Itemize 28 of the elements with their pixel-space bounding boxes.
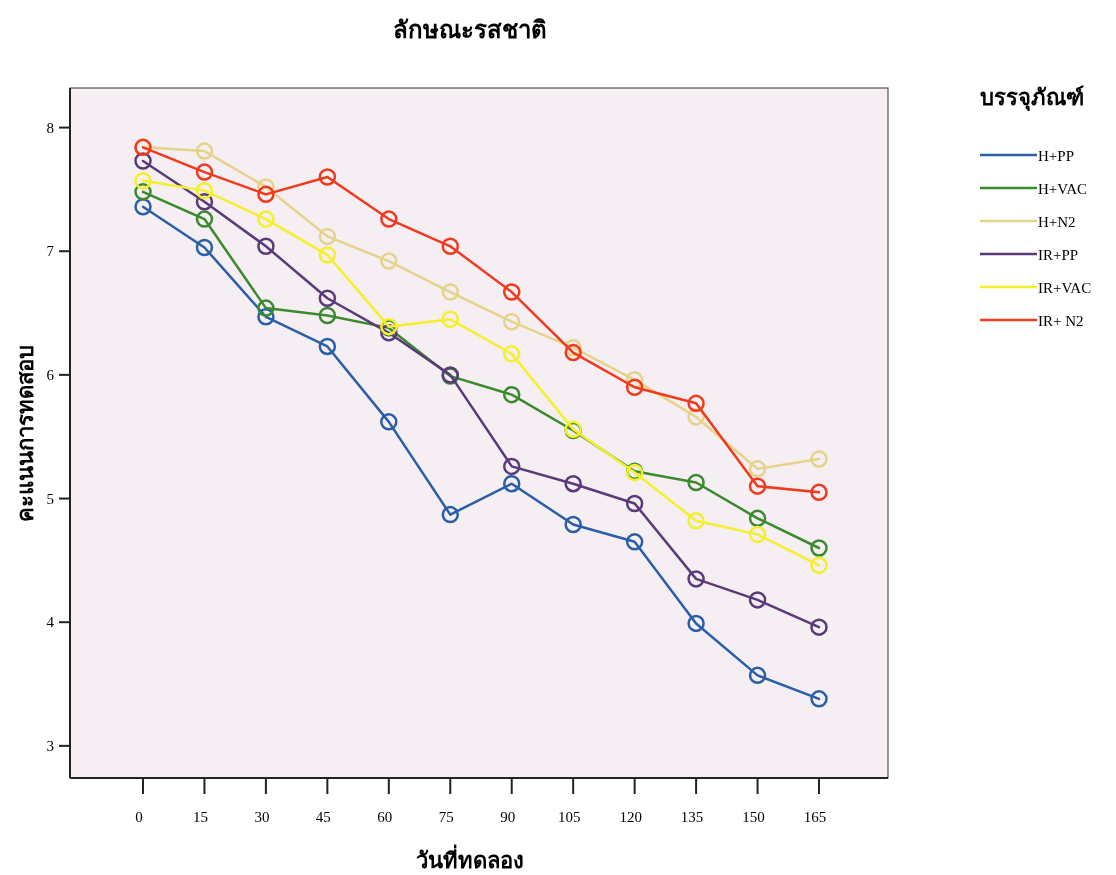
x-tick-label: 165 [803, 809, 827, 825]
y-tick-label: 6 [46, 366, 55, 383]
legend-label: IR+ N2 [1038, 313, 1084, 329]
x-tick-label: 135 [680, 809, 704, 825]
legend-title: บรรจุภัณฑ์ [980, 85, 1084, 112]
legend-label: H+PP [1038, 148, 1074, 164]
legend-label: H+N2 [1038, 214, 1076, 230]
x-tick-label: 15 [192, 809, 208, 825]
x-tick-label: 45 [315, 809, 331, 825]
x-tick-label: 150 [742, 809, 765, 825]
x-tick-label: 30 [254, 809, 270, 825]
x-tick-label: 0 [135, 809, 143, 825]
y-tick-label: 3 [46, 737, 54, 754]
x-tick-label: 90 [500, 809, 516, 825]
y-axis-title: คะแนนการทดสอบ [13, 344, 38, 522]
x-axis-title: วันที่ทดลอง [416, 844, 524, 873]
x-tick-label: 120 [619, 809, 642, 825]
y-tick-label: 8 [46, 119, 54, 136]
y-tick-label: 7 [46, 243, 55, 260]
x-tick-label: 60 [377, 809, 393, 825]
legend-label: H+VAC [1038, 181, 1088, 197]
y-tick-label: 4 [46, 614, 55, 631]
x-tick-label: 105 [557, 809, 581, 825]
legend-label: IR+PP [1038, 247, 1079, 263]
chart-title: ลักษณะรสชาติ [393, 17, 547, 43]
y-tick-label: 5 [46, 490, 54, 507]
legend-label: IR+VAC [1038, 280, 1092, 296]
x-tick-label: 75 [438, 809, 454, 825]
